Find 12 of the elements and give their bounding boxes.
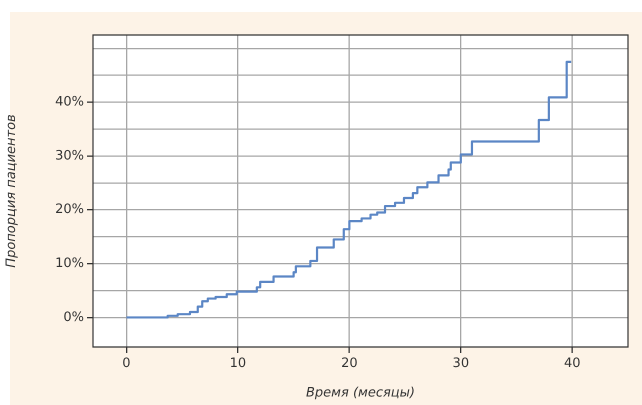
y-tick-label: 30% [55, 148, 84, 164]
x-tick-label: 10 [230, 356, 246, 372]
y-tick-label: 10% [55, 256, 84, 271]
y-tick-label: 20% [55, 202, 84, 218]
x-tick-label: 20 [341, 356, 358, 372]
x-tick-label: 0 [122, 356, 131, 372]
y-axis-title: Пропорция пациентов [4, 114, 20, 268]
x-tick-label: 30 [452, 356, 470, 372]
x-axis-title: Время (месяцы) [306, 386, 415, 401]
x-tick-label: 40 [564, 356, 581, 372]
y-tick-label: 40% [55, 94, 84, 110]
y-tick-label: 0% [63, 310, 84, 325]
